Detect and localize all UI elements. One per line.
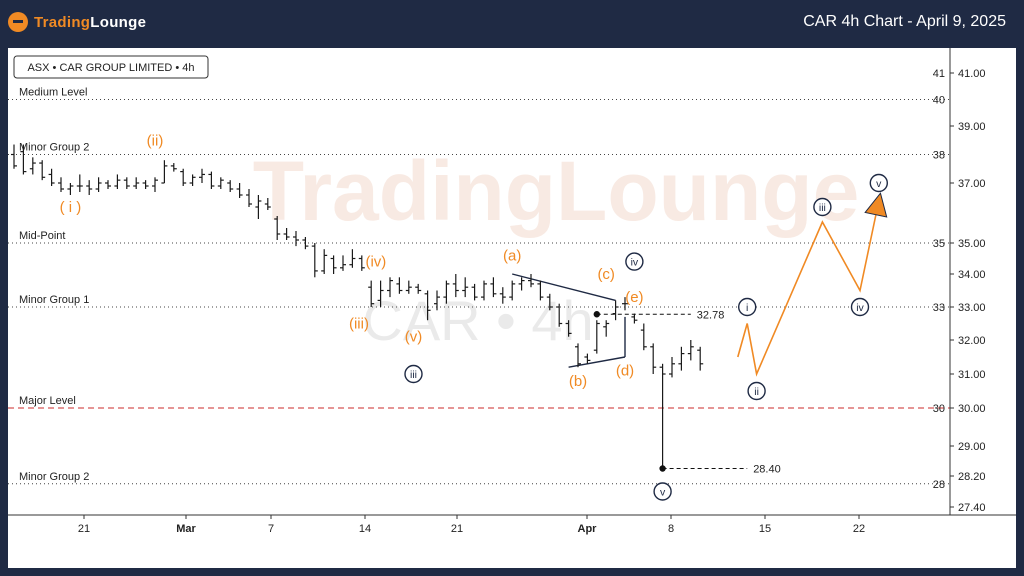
- chart-title: CAR 4h Chart - April 9, 2025: [803, 13, 1006, 30]
- y-tick-label: 41.00: [958, 68, 986, 80]
- symbol-box-frame: [13, 55, 209, 79]
- logo-text-lounge: Lounge: [90, 13, 147, 31]
- y-tick-label: 27.40: [958, 502, 986, 514]
- brand-logo: TradingLounge: [8, 12, 146, 32]
- wave-label: ( i ): [60, 199, 82, 216]
- wave-label-circle: [850, 297, 870, 317]
- x-tick-label: 7: [268, 523, 274, 535]
- y-tick-label: 28.20: [958, 471, 986, 483]
- y-tick-label: 29.00: [958, 441, 986, 453]
- level-label: Medium Level: [19, 87, 87, 99]
- level-tag: 41: [933, 68, 945, 80]
- price-markers: 32.78 28.40: [593, 309, 781, 476]
- wave-label-circle: [625, 252, 644, 271]
- wave-label: (v): [405, 329, 423, 346]
- level-label: Major Level: [19, 395, 76, 407]
- wave-label: (c): [597, 266, 615, 283]
- wave-labels: (ii)( i )(iv)(iii)(v)iii(a)(b)(c)(d)(e)i…: [60, 132, 888, 501]
- x-tick-label: Apr: [578, 523, 598, 535]
- level-label: Minor Group 2: [19, 142, 89, 154]
- wave-label: iii: [410, 369, 417, 381]
- watermark-ticker: CAR • 4h: [362, 289, 593, 352]
- y-tick-label: 33.00: [958, 302, 986, 314]
- x-tick-label: 21: [451, 523, 463, 535]
- wave-label: iv: [856, 302, 864, 314]
- logo-text: TradingLounge: [34, 14, 146, 31]
- projection-path: [737, 200, 880, 377]
- wave-lines: [512, 192, 888, 377]
- wave-label: (iv): [365, 254, 386, 271]
- watermark: TradingLounge CAR • 4h: [253, 144, 860, 352]
- wave-label-circle: [813, 197, 832, 217]
- wave-label-circle: [738, 297, 757, 317]
- price-bars: [11, 144, 704, 469]
- wave-label: (e): [625, 289, 643, 306]
- wave-label: v: [660, 486, 666, 498]
- y-tick-label: 35.00: [958, 238, 986, 250]
- level-label: Minor Group 1: [19, 294, 89, 306]
- level-tag: 28: [933, 479, 945, 491]
- logo-text-trading: Trading: [34, 13, 91, 31]
- level-label: Mid-Point: [19, 230, 65, 242]
- y-tick-label: 34.00: [958, 269, 986, 281]
- level-tag: 35: [933, 238, 945, 250]
- wave-label: v: [876, 178, 882, 190]
- logo-icon: [8, 12, 28, 32]
- wave-label: (ii): [147, 132, 164, 149]
- projection-arrow-icon: [864, 192, 888, 218]
- x-tick-label: 15: [759, 523, 771, 535]
- x-tick-label: 14: [359, 523, 371, 535]
- chart-panel: TradingLounge CAR • 4h Medium Level 40 Min…: [8, 48, 1016, 568]
- wave-label-circle: [747, 381, 766, 401]
- wave-label: (iii): [349, 316, 369, 333]
- level-tag: 30: [933, 403, 945, 415]
- level-label: Minor Group 2: [19, 471, 89, 483]
- levels: Medium Level 40 Minor Group 2 38 Mid-Point 35…: [8, 68, 950, 491]
- price-marker-label: 32.78: [697, 309, 725, 321]
- symbol-label: ASX • CAR GROUP LIMITED • 4h: [27, 62, 194, 74]
- wave-label: ii: [754, 386, 759, 398]
- header-bar: TradingLounge CAR 4h Chart - April 9, 20…: [0, 0, 1024, 46]
- x-tick-label: 22: [853, 523, 865, 535]
- level-tag: 38: [933, 150, 945, 162]
- y-tick-label: 31.00: [958, 369, 986, 381]
- price-marker-label: 28.40: [753, 464, 781, 476]
- y-tick-label: 39.00: [958, 121, 986, 133]
- wave-label: (a): [503, 247, 521, 264]
- watermark-brand: TradingLounge: [253, 144, 860, 238]
- y-tick-label: 37.00: [958, 178, 986, 190]
- wave-label: iii: [819, 202, 826, 214]
- y-tick-label: 32.00: [958, 335, 986, 347]
- level-tag: 33: [933, 302, 945, 314]
- x-tick-label: 8: [668, 523, 674, 535]
- wave-label: i: [746, 302, 748, 314]
- wave-label-circle: [869, 173, 888, 193]
- level-tag: 40: [933, 95, 945, 107]
- x-tick-label: 21: [78, 523, 90, 535]
- wave-line: [512, 273, 616, 302]
- y-tick-label: 30.00: [958, 403, 986, 415]
- axes: 27.40 28.20 29.00 30.00 31.00 32.00 33.00 34.00…: [8, 48, 1016, 535]
- wave-label-circle: [404, 364, 423, 384]
- wave-label-circle: [653, 482, 672, 501]
- x-tick-label: Mar: [176, 523, 196, 535]
- price-chart[interactable]: TradingLounge CAR • 4h Medium Level 40 Min…: [8, 48, 1016, 568]
- wave-label: iv: [631, 256, 639, 268]
- wave-label: (b): [569, 373, 587, 390]
- symbol-box: ASX • CAR GROUP LIMITED • 4h: [13, 55, 209, 79]
- wave-label: (d): [616, 363, 634, 380]
